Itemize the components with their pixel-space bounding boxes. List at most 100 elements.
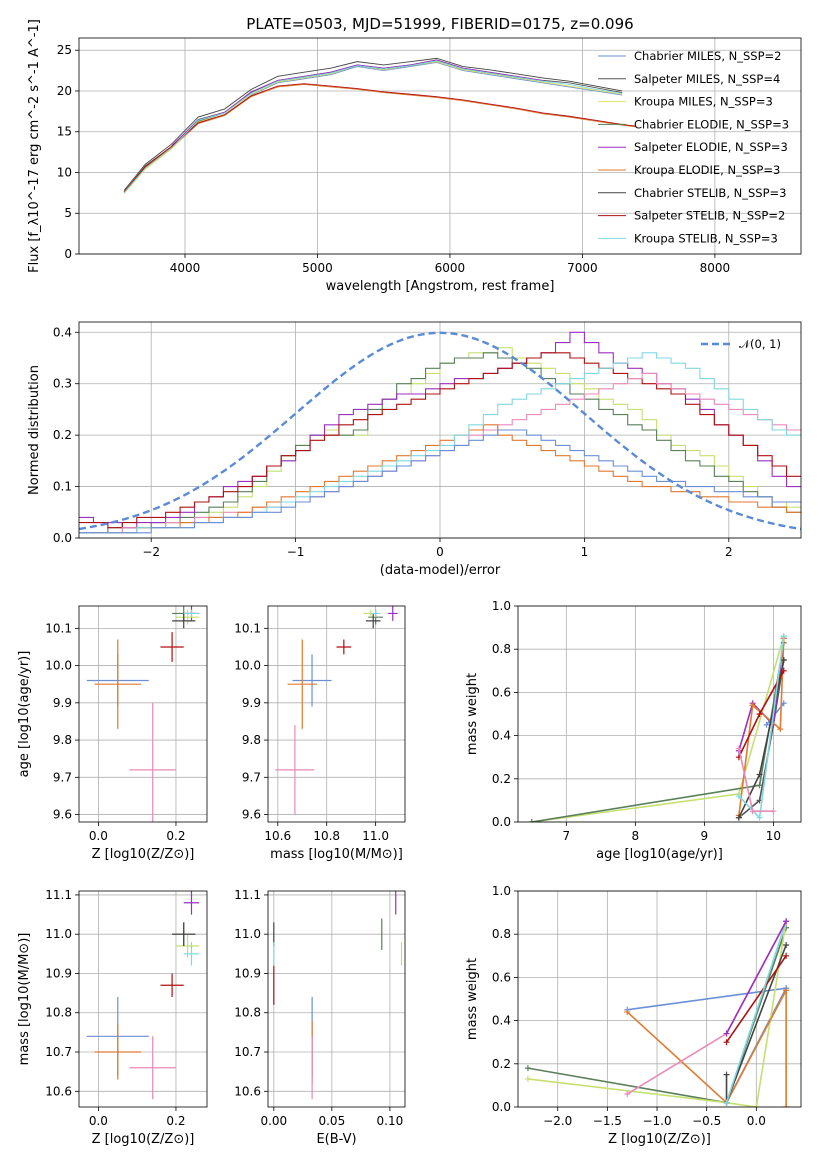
errorbar-point-8	[366, 613, 381, 628]
legend-label: 𝒩(0, 1)	[739, 337, 781, 351]
y-tick-label: 10.6	[45, 1084, 72, 1098]
x-tick-label: 0.2	[166, 1114, 185, 1128]
y-tick-label: 11.0	[45, 927, 72, 941]
data-point	[783, 918, 789, 924]
y-axis-label: Normed distribution	[27, 365, 42, 495]
y-axis-label: mass weight	[465, 958, 480, 1040]
x-tick-label: 0.00	[260, 1114, 287, 1128]
plot-area	[87, 891, 199, 1099]
y-tick-label: 1.0	[492, 599, 511, 613]
y-tick-label: 0.8	[492, 642, 511, 656]
errorbar-point-9	[184, 610, 200, 617]
y-axis-label: Flux [f_λ10^-17 erg cm^-2 s^-1 A^-1]	[27, 19, 42, 273]
chart-title: PLATE=0503, MJD=51999, FIBERID=0175, z=0…	[246, 15, 633, 33]
y-tick-label: 9.7	[242, 770, 261, 784]
y-tick-label: 10.1	[234, 621, 261, 635]
y-tick-label: 0.6	[492, 685, 511, 699]
grid	[79, 606, 207, 822]
x-axis-label: age [log10(age/yr)]	[596, 847, 723, 862]
x-axis-label: (data-model)/error	[380, 563, 501, 578]
errorbar-point-2	[95, 1025, 142, 1080]
y-tick-label: 10.7	[45, 1045, 72, 1059]
y-tick-label: 10.6	[234, 1084, 261, 1098]
errorbar-point-1	[292, 654, 331, 706]
x-tick-label: 6000	[435, 261, 466, 275]
y-axis-label: mass weight	[465, 673, 480, 755]
y-tick-label: 0.3	[53, 377, 72, 391]
errorbar-point-9	[371, 610, 381, 617]
data-point	[525, 1076, 531, 1082]
legend-label: Chabrier ELODIE, N_SSP=3	[634, 117, 789, 131]
y-tick-label: 9.8	[242, 733, 261, 747]
x-tick-label: −1.0	[642, 1114, 671, 1128]
x-axis-label: Z [log10(Z/Z⊙)]	[92, 1132, 195, 1147]
y-tick-label: 9.9	[242, 696, 261, 710]
axes-frame	[268, 606, 405, 822]
y-tick-label: 9.9	[53, 696, 72, 710]
legend-label: Chabrier MILES, N_SSP=2	[634, 49, 781, 63]
y-tick-label: 11.1	[45, 888, 72, 902]
y-tick-label: 10.1	[45, 621, 72, 635]
y-tick-label: 10.8	[45, 1006, 72, 1020]
y-tick-label: 9.6	[53, 808, 72, 822]
legend-label: Salpeter STELIB, N_SSP=2	[634, 209, 785, 223]
errorbar-point-5	[388, 606, 398, 621]
y-tick-label: 0.4	[492, 1014, 511, 1028]
grid	[268, 891, 405, 1107]
x-tick-label: 10.6	[264, 829, 291, 843]
data-point	[724, 1072, 730, 1078]
x-axis-label: Z [log10(Z/Z⊙)]	[92, 847, 195, 862]
x-tick-label: 1	[581, 545, 589, 559]
data-point	[770, 808, 776, 814]
chart-panel-2: 𝒩(0, 1) −2 −1 0 1 2 0.0 0.1 0.2 0.3 0.4 (data-model…	[27, 322, 801, 578]
axes-frame	[268, 891, 405, 1107]
y-tick-label: 0.1	[53, 480, 72, 494]
y-tick-label: 0.6	[492, 970, 511, 984]
data-point	[525, 1065, 531, 1071]
x-axis-label: wavelength [Angstrom, rest frame]	[326, 279, 555, 294]
x-tick-label: 11.0	[362, 829, 389, 843]
y-tick-label: 0.0	[53, 531, 72, 545]
y-tick-label: 9.8	[53, 733, 72, 747]
chart-panel-8: −2.0 −1.5 −1.0 −0.5 0.00.00.20.40.60.81.0Z […	[465, 884, 801, 1147]
y-tick-label: 10.9	[45, 966, 72, 980]
legend-label: Kroupa MILES, N_SSP=3	[634, 95, 773, 109]
x-tick-label: 7000	[567, 261, 598, 275]
legend-label: Salpeter ELODIE, N_SSP=3	[634, 140, 788, 154]
y-tick-label: 0.0	[492, 815, 511, 829]
legend-label: Salpeter MILES, N_SSP=4	[634, 72, 780, 86]
y-tick-label: 10.0	[234, 659, 261, 673]
y-tick-label: 0.0	[492, 1100, 511, 1114]
legend-label: Kroupa ELODIE, N_SSP=3	[634, 163, 780, 177]
y-tick-label: 25	[57, 43, 72, 57]
grid	[79, 891, 207, 1107]
y-tick-label: 9.6	[242, 808, 261, 822]
x-tick-label: 0.0	[89, 829, 108, 843]
y-tick-label: 15	[57, 125, 72, 139]
x-tick-label: 4000	[170, 261, 201, 275]
plot-area	[87, 606, 199, 837]
x-tick-label: 0.05	[318, 1114, 345, 1128]
y-tick-label: 10	[57, 165, 72, 179]
errorbar-point-3	[129, 703, 176, 837]
y-tick-label: 10.8	[234, 1006, 261, 1020]
x-tick-label: 7	[562, 829, 570, 843]
series-line-8	[124, 84, 635, 192]
chart-panel-3: 0.0 0.29.69.79.89.910.010.1Z [log10(Z/Z⊙)…	[17, 606, 207, 862]
errorbar-point-2	[288, 640, 317, 729]
plot-area	[274, 891, 402, 1099]
y-tick-label: 11.1	[234, 888, 261, 902]
legend: 𝒩(0, 1)	[701, 337, 781, 351]
y-tick-label: 0.4	[53, 325, 72, 339]
y-tick-label: 10.9	[234, 966, 261, 980]
chart-panel-4: 10.6 10.8 11.0 9.6 9.7 9.8 9.9 10.0 10.1 mass [lo…	[234, 606, 405, 862]
y-tick-label: 0.8	[492, 927, 511, 941]
y-tick-label: 0.4	[492, 729, 511, 743]
x-tick-label: 0.2	[166, 829, 185, 843]
figure: 4000 5000 6000 7000 80000510152025PLATE=0503…	[0, 0, 819, 1170]
x-tick-label: −2	[142, 545, 160, 559]
errorbar-point-2	[95, 640, 142, 729]
y-axis-label: mass [log10(M/M⊙)]	[17, 933, 32, 1066]
chart-panel-6: 0.0 0.210.610.710.810.911.011.1Z [log10(Z…	[17, 888, 207, 1147]
x-tick-label: 2	[725, 545, 733, 559]
